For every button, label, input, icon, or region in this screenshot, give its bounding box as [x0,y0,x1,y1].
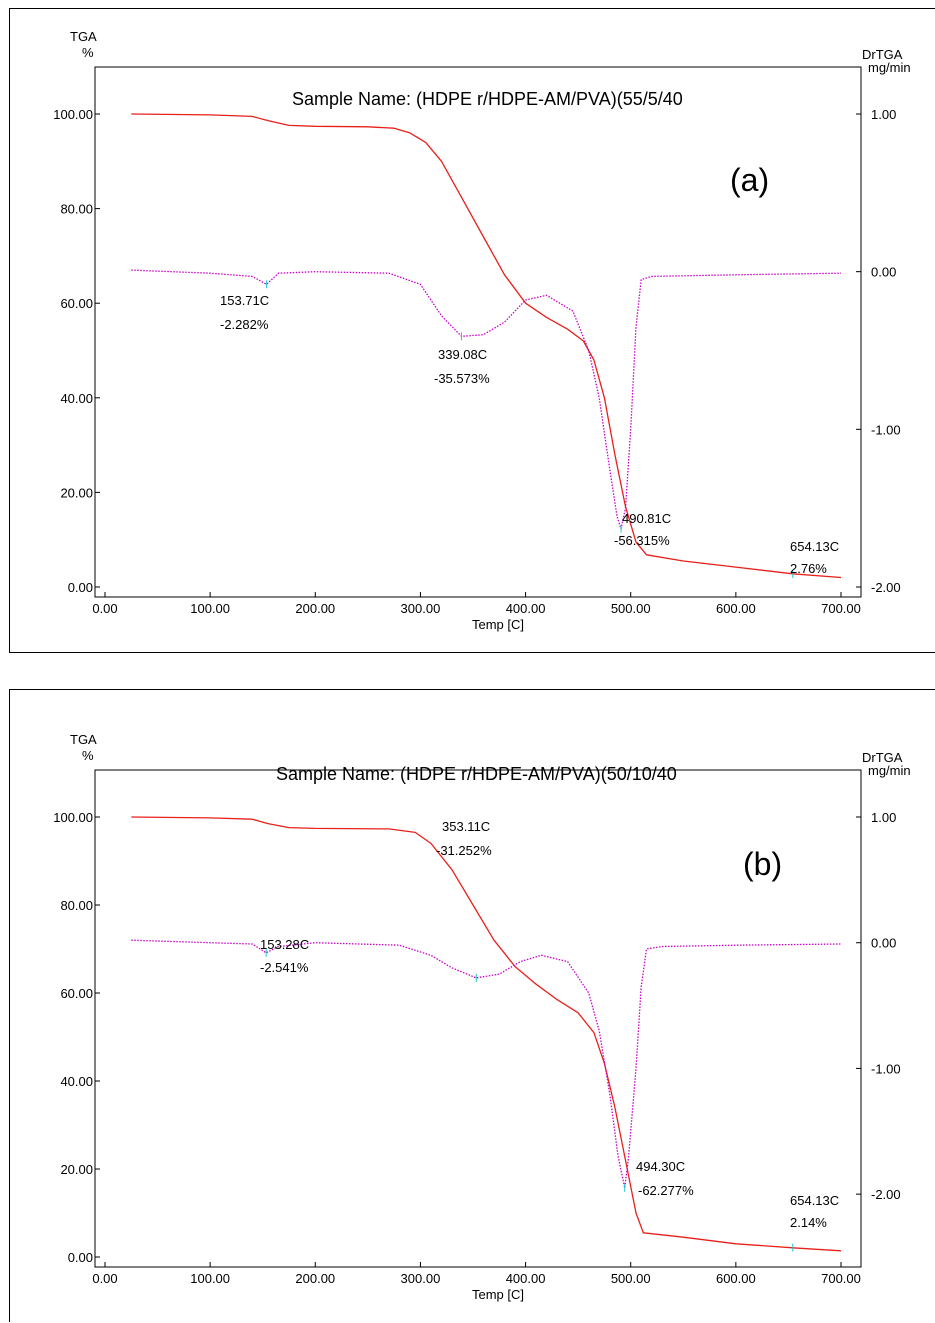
x-tick-label: 300.00 [401,601,441,616]
x-tick-label: 600.00 [716,601,756,616]
y-axis-label-unit: % [82,45,94,60]
annotation-temp: 494.30C [636,1159,685,1174]
x-tick-label: 200.00 [295,1271,335,1286]
x-tick-label: 700.00 [821,1271,861,1286]
x-tick-label: 100.00 [190,601,230,616]
y-axis-label-tga: TGA [70,732,97,747]
y-axis-label-unit: % [82,748,94,763]
annotation-loss: -31.252% [436,843,492,858]
x-tick-label: 0.00 [92,601,117,616]
y2-axis-label-drtga: DrTGA [862,47,903,62]
drtga-derivative-curve [131,269,842,530]
y-tick-label: 100.00 [53,107,93,122]
y-tick-label: 80.00 [60,202,93,217]
y2-tick-label: 1.00 [871,107,896,122]
plot-frame [94,769,862,1268]
y2-axis-label-unit: mg/min [868,60,911,75]
y-tick-label: 60.00 [60,986,93,1001]
annotation-temp: 654.13C [790,539,839,554]
chart-panel-a: TGA% DrTGA mg/min Sample Name: (HDPE r/HDPE… [9,8,935,653]
y2-axis-label-unit: mg/min [868,763,911,778]
chart-title: Sample Name: (HDPE r/HDPE-AM/PVA)(50/10/… [276,764,677,784]
annotation-temp: 654.13C [790,1193,839,1208]
annotation-loss: -56.315% [614,533,670,548]
y2-tick-label: 1.00 [871,810,896,825]
y-tick-label: 60.00 [60,296,93,311]
y2-axis-label-drtga: DrTGA [862,750,903,765]
x-axis-label: Temp [C] [472,617,524,632]
drtga-derivative-curve [131,939,842,1189]
x-tick-label: 500.00 [611,1271,651,1286]
x-tick-label: 600.00 [716,1271,756,1286]
x-tick-label: 400.00 [506,601,546,616]
y-tick-label: 40.00 [60,391,93,406]
y-tick-label: 20.00 [60,485,93,500]
x-tick-label: 100.00 [190,1271,230,1286]
y2-tick-label: 0.00 [871,265,896,280]
tga-weight-curve [131,816,842,1252]
chart-panel-b: TGA% DrTGA mg/min Sample Name: (HDPE r/HDPE… [9,689,935,1322]
plot-frame [94,66,862,598]
annotation-loss: 2.76% [790,561,827,576]
y2-tick-label: -1.00 [871,1061,901,1076]
y-tick-label: 100.00 [53,810,93,825]
x-tick-label: 0.00 [92,1271,117,1286]
y2-tick-label: 0.00 [871,936,896,951]
panel-label: (a) [730,162,769,198]
annotation-loss: 2.14% [790,1215,827,1230]
annotation-temp: 153.71C [220,293,269,308]
x-tick-label: 400.00 [506,1271,546,1286]
annotation-loss: -2.282% [220,317,269,332]
annotation-temp: 153.28C [260,937,309,952]
x-tick-label: 200.00 [295,601,335,616]
x-axis-label: Temp [C] [472,1287,524,1302]
panel-label: (b) [743,846,782,882]
annotation-temp: 339.08C [438,347,487,362]
y-tick-label: 0.00 [68,1250,93,1265]
annotation-loss: -35.573% [434,371,490,386]
annotation-temp: 490.81C [622,511,671,526]
tga-weight-curve [131,113,842,579]
y-tick-label: 80.00 [60,898,93,913]
x-tick-label: 700.00 [821,601,861,616]
annotation-temp: 353.11C [442,819,490,834]
y2-tick-label: -2.00 [871,580,901,595]
y2-tick-label: -1.00 [871,422,901,437]
y-tick-label: 0.00 [68,580,93,595]
y2-tick-label: -2.00 [871,1187,901,1202]
annotation-loss: -2.541% [260,960,309,975]
chart-title: Sample Name: (HDPE r/HDPE-AM/PVA)(55/5/4… [292,89,683,109]
y-axis-label-tga: TGA [70,29,97,44]
x-tick-label: 500.00 [611,601,651,616]
annotation-loss: -62.277% [638,1183,694,1198]
y-tick-label: 40.00 [60,1074,93,1089]
y-tick-label: 20.00 [60,1162,93,1177]
x-tick-label: 300.00 [401,1271,441,1286]
